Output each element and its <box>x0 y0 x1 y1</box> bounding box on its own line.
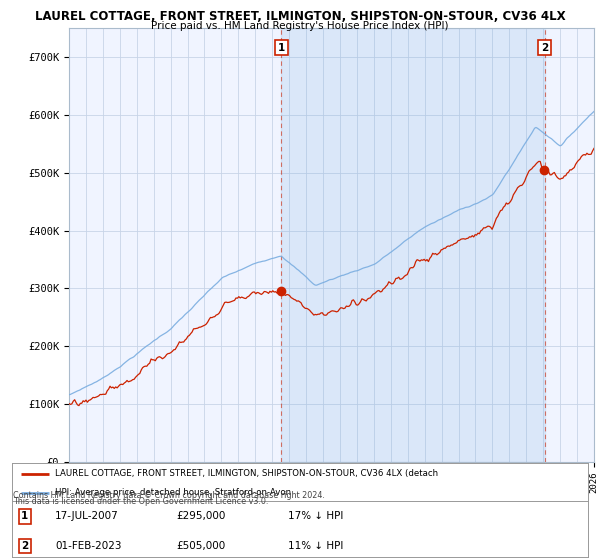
Text: 2: 2 <box>21 541 28 551</box>
Text: 17-JUL-2007: 17-JUL-2007 <box>55 511 119 521</box>
Text: £505,000: £505,000 <box>176 541 226 551</box>
Text: 1: 1 <box>278 43 285 53</box>
Text: 17% ↓ HPI: 17% ↓ HPI <box>289 511 344 521</box>
Text: LAUREL COTTAGE, FRONT STREET, ILMINGTON, SHIPSTON-ON-STOUR, CV36 4LX: LAUREL COTTAGE, FRONT STREET, ILMINGTON,… <box>35 10 565 23</box>
Text: Price paid vs. HM Land Registry's House Price Index (HPI): Price paid vs. HM Land Registry's House … <box>151 21 449 31</box>
Text: 1: 1 <box>21 511 28 521</box>
Bar <box>281 28 545 462</box>
Text: £295,000: £295,000 <box>176 511 226 521</box>
Text: Contains HM Land Registry data © Crown copyright and database right 2024.: Contains HM Land Registry data © Crown c… <box>13 491 325 500</box>
Text: HPI: Average price, detached house, Stratford-on-Avon: HPI: Average price, detached house, Stra… <box>55 488 292 497</box>
Text: 01-FEB-2023: 01-FEB-2023 <box>55 541 122 551</box>
Text: This data is licensed under the Open Government Licence v3.0.: This data is licensed under the Open Gov… <box>13 497 269 506</box>
Text: 2: 2 <box>541 43 548 53</box>
Text: 11% ↓ HPI: 11% ↓ HPI <box>289 541 344 551</box>
Text: LAUREL COTTAGE, FRONT STREET, ILMINGTON, SHIPSTON-ON-STOUR, CV36 4LX (detach: LAUREL COTTAGE, FRONT STREET, ILMINGTON,… <box>55 469 439 478</box>
